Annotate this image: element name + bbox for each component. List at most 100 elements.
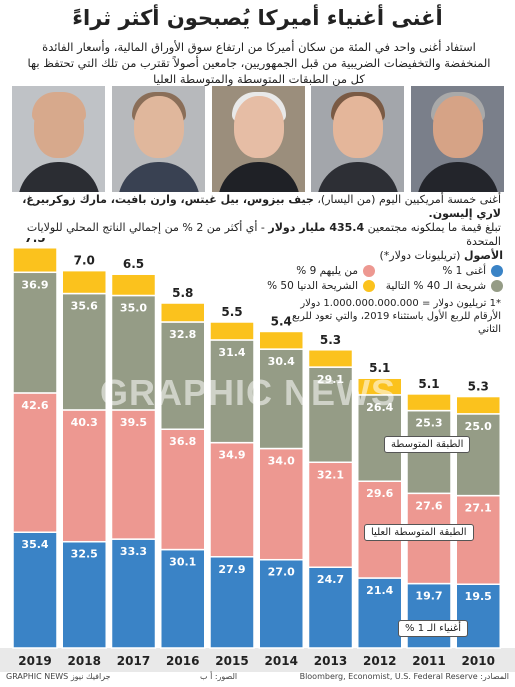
bar-value-2014-s0: 27.0	[268, 566, 295, 579]
year-tick-2013: 2013	[314, 654, 347, 668]
portrait-strip	[12, 86, 504, 192]
bar-value-2015-s2: 31.4	[218, 346, 245, 359]
year-tick-2017: 2017	[117, 654, 150, 668]
legend-heading-bold: الأصول	[463, 249, 503, 262]
bar-value-2018-s3: 7.0	[74, 254, 95, 268]
bar-segment-2017-s3	[110, 273, 157, 297]
legend-swatch-top1	[491, 265, 503, 277]
bar-value-2018-s1: 40.3	[71, 416, 98, 429]
footer-sources: المصادر: Bloomberg, Economist, U.S. Fede…	[299, 672, 509, 681]
watermark: GRAPHIC NEWS	[100, 372, 397, 413]
bar-segment-2016-s3	[160, 302, 206, 323]
year-tick-2014: 2014	[265, 654, 298, 668]
bar-segment-2011-s3	[406, 393, 452, 412]
band-label-upper-middle: الطبقة المتوسطة العليا	[364, 524, 474, 541]
bar-value-2015-s1: 34.9	[218, 449, 245, 462]
bar-value-2019-s1: 42.6	[21, 399, 48, 412]
year-tick-2018: 2018	[68, 654, 101, 668]
bar-value-2013-s3: 5.3	[320, 333, 341, 347]
bar-value-2017-s3: 6.5	[123, 257, 144, 271]
legend: الأصول (تريليونات دولار*) أغنى 1 % من يل…	[253, 249, 503, 292]
bar-segment-2016-s0	[160, 548, 206, 649]
bar-segment-2012-s3	[357, 377, 403, 396]
year-tick-2010: 2010	[462, 654, 495, 668]
legend-heading: الأصول (تريليونات دولار*)	[253, 249, 503, 262]
legend-swatch-next40	[491, 280, 503, 292]
year-tick-2015: 2015	[215, 654, 248, 668]
bar-segment-2019-s1	[12, 392, 58, 533]
page-title: أغنى أغنياء أميركا يُصبحون أكثر ثراءً	[72, 6, 443, 30]
legend-item-top1: أغنى 1 %	[381, 265, 503, 277]
bar-value-2019-s0: 35.4	[21, 538, 48, 551]
bar-value-2011-s2: 25.3	[415, 417, 442, 430]
bar-value-2017-s2: 35.0	[120, 301, 147, 314]
portrait-suit	[417, 162, 499, 192]
legend-label-next40: شريحة الـ 40 % التالية	[385, 280, 486, 292]
legend-item-next9: من يليهم 9 %	[253, 265, 375, 277]
portrait-face	[433, 96, 483, 158]
legend-label-top1: أغنى 1 %	[442, 265, 486, 277]
bar-segment-2019-s0	[12, 531, 58, 649]
bar-value-2016-s2: 32.8	[169, 328, 196, 341]
bar-segment-2015-s2	[209, 339, 255, 444]
bar-segment-2014-s0	[258, 558, 304, 649]
bar-segment-2011-s0	[406, 582, 452, 649]
portrait-suit	[217, 162, 300, 192]
names-line2-prefix: تبلغ قيمة ما يملكونه مجتمعين	[364, 221, 501, 234]
bar-value-2015-s3: 5.5	[221, 305, 242, 319]
bar-segment-2017-s0	[110, 538, 157, 649]
bar-segment-2013-s3	[307, 349, 354, 368]
year-axis-band	[0, 648, 515, 672]
legend-heading-suffix: (تريليونات دولار*)	[379, 249, 464, 262]
band-label-top1: أغنياء الـ 1 %	[398, 620, 468, 637]
bar-segment-2014-s1	[258, 447, 304, 561]
footer-credit: GRAPHIC NEWS جرافيك نيوز	[6, 672, 111, 681]
band-label-middle: الطبقة المتوسطة	[384, 436, 471, 453]
legend-swatch-bottom50	[363, 280, 375, 292]
portrait-larry-ellison	[411, 86, 504, 192]
names-line2-bold: 435.4 مليار دولار	[268, 221, 365, 234]
bar-value-2012-s1: 29.6	[366, 487, 393, 500]
bar-segment-2019-s3	[12, 247, 58, 274]
bar-value-2017-s1: 39.5	[120, 416, 147, 429]
bar-value-2014-s2: 30.4	[268, 355, 295, 368]
portrait-jeff-bezos	[12, 86, 105, 192]
bar-value-2018-s0: 32.5	[71, 548, 98, 561]
bar-segment-2017-s1	[110, 409, 157, 540]
bar-segment-2016-s1	[160, 428, 206, 551]
bar-segment-2019-s2	[12, 271, 58, 394]
legend-item-next40: شريحة الـ 40 % التالية	[381, 280, 503, 292]
bar-value-2014-s1: 34.0	[268, 455, 295, 468]
legend-label-bottom50: الشريحة الدنيا 50 %	[267, 280, 358, 292]
bar-value-2010-s2: 25.0	[465, 420, 492, 433]
bar-segment-2013-s1	[307, 461, 354, 568]
portrait-bill-gates	[111, 86, 205, 192]
bar-segment-2012-s0	[357, 577, 403, 649]
bar-value-2010-s1: 27.1	[465, 502, 492, 515]
stacked-bar-chart: 35.4 42.6 36.9 7.5 2019 32.5 40.3 35.6 7.0 2018 33…	[0, 238, 515, 672]
bar-value-2019-s2: 36.9	[21, 278, 48, 291]
bar-segment-2010-s2	[455, 413, 501, 497]
bar-value-2011-s0: 19.7	[415, 590, 442, 603]
names-line1-prefix: أغنى خمسة أمريكيين اليوم (من اليسار)،	[313, 193, 501, 206]
bar-segment-2014-s3	[258, 330, 304, 350]
bar-segment-2017-s2	[110, 294, 157, 411]
bar-value-2016-s0: 30.1	[169, 556, 196, 569]
bar-segment-2018-s3	[61, 269, 107, 295]
bar-value-2012-s3: 5.1	[369, 361, 390, 375]
bar-value-2016-s3: 5.8	[172, 286, 193, 300]
year-tick-2011: 2011	[412, 654, 445, 668]
bar-value-2010-s0: 19.5	[465, 590, 492, 603]
portrait-warren-buffett	[211, 86, 305, 192]
portrait-face	[34, 96, 84, 158]
portrait-suit	[18, 162, 100, 192]
bar-value-2019-s3: 7.5	[24, 238, 45, 245]
footer-photos: الصور: أ ب	[200, 672, 238, 681]
bar-value-2012-s2: 26.4	[366, 401, 393, 414]
bar-segment-2015-s0	[209, 556, 255, 649]
year-tick-2016: 2016	[166, 654, 199, 668]
bar-segment-2016-s2	[160, 321, 206, 430]
bar-value-2018-s2: 35.6	[71, 300, 98, 313]
portrait-mark-zuckerberg	[311, 86, 405, 192]
bar-value-2013-s1: 32.1	[317, 468, 344, 481]
